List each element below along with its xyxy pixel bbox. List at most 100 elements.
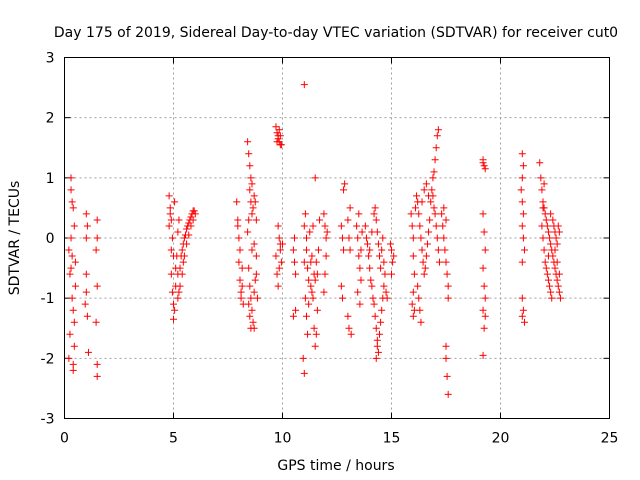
data-point xyxy=(68,198,76,206)
data-point xyxy=(548,294,556,302)
data-point xyxy=(246,312,254,320)
data-point xyxy=(370,300,378,308)
data-point xyxy=(187,222,195,230)
data-point xyxy=(427,198,435,206)
data-point xyxy=(244,228,252,236)
data-point xyxy=(84,348,92,356)
data-point xyxy=(389,258,397,266)
data-point xyxy=(519,210,527,218)
data-point xyxy=(479,210,487,218)
data-point xyxy=(368,228,376,236)
data-point xyxy=(238,264,246,272)
data-point xyxy=(178,246,186,254)
data-point xyxy=(305,276,313,284)
data-point xyxy=(191,210,199,218)
data-point xyxy=(252,216,260,224)
data-point xyxy=(168,234,176,242)
data-point xyxy=(71,258,79,266)
data-point xyxy=(92,318,100,326)
data-point xyxy=(433,234,441,242)
data-point xyxy=(92,246,100,254)
data-point xyxy=(442,342,450,350)
data-point xyxy=(386,240,394,248)
data-point xyxy=(442,354,450,362)
data-point xyxy=(248,306,256,314)
data-point xyxy=(253,294,261,302)
data-point xyxy=(354,288,362,296)
data-point xyxy=(249,204,257,212)
data-point xyxy=(410,270,418,278)
data-point xyxy=(417,318,425,326)
data-point xyxy=(517,186,525,194)
data-point xyxy=(518,174,526,182)
y-tick-label: 3 xyxy=(46,51,55,67)
data-point xyxy=(68,294,76,302)
data-point xyxy=(440,204,448,212)
data-point xyxy=(546,234,554,242)
data-point xyxy=(411,204,419,212)
data-point xyxy=(247,294,255,302)
data-point xyxy=(409,252,417,260)
data-point xyxy=(443,270,451,278)
data-point xyxy=(371,312,379,320)
data-point xyxy=(365,252,373,260)
data-point xyxy=(541,258,549,266)
data-series xyxy=(65,81,564,398)
data-point xyxy=(430,168,438,176)
data-point xyxy=(369,294,377,302)
data-point xyxy=(539,234,547,242)
data-point xyxy=(279,240,286,248)
data-point xyxy=(435,258,443,266)
data-point xyxy=(408,300,416,308)
data-point xyxy=(418,198,426,206)
data-point xyxy=(250,192,258,200)
data-point xyxy=(170,315,177,323)
data-point xyxy=(70,318,78,326)
data-point xyxy=(307,282,315,290)
data-point xyxy=(83,222,91,230)
data-point xyxy=(308,288,316,296)
data-point xyxy=(408,222,416,230)
data-point xyxy=(547,288,555,296)
data-point xyxy=(422,180,430,188)
data-point xyxy=(357,276,365,284)
data-point xyxy=(301,294,309,302)
data-point xyxy=(171,198,179,206)
data-point xyxy=(481,246,489,254)
data-point xyxy=(247,174,255,182)
data-point xyxy=(539,204,547,212)
data-point xyxy=(302,312,310,320)
data-point xyxy=(367,276,375,284)
data-point xyxy=(180,234,188,242)
data-point xyxy=(67,234,75,242)
data-point xyxy=(82,234,90,242)
data-point xyxy=(320,210,328,218)
data-point xyxy=(316,216,324,224)
data-point xyxy=(481,294,489,302)
data-point xyxy=(277,258,285,266)
data-point xyxy=(274,222,282,230)
data-point xyxy=(170,300,177,308)
data-point xyxy=(347,330,355,338)
data-point xyxy=(70,222,78,230)
y-axis-title: SDTVAR / TECUs xyxy=(7,181,23,296)
data-point xyxy=(275,234,283,242)
data-point xyxy=(344,312,352,320)
x-tick-label: 25 xyxy=(601,431,619,447)
data-point xyxy=(301,210,309,218)
data-point xyxy=(176,282,184,290)
data-point xyxy=(300,258,308,266)
data-point xyxy=(442,216,450,224)
y-tick-label: -1 xyxy=(41,291,55,307)
data-point xyxy=(310,324,318,332)
data-point xyxy=(272,123,280,131)
data-point xyxy=(555,270,563,278)
data-point xyxy=(381,270,389,278)
y-tick-label: 0 xyxy=(46,231,55,247)
data-point xyxy=(67,174,75,182)
data-point xyxy=(338,234,346,242)
data-point xyxy=(189,216,197,224)
data-point xyxy=(248,210,256,218)
